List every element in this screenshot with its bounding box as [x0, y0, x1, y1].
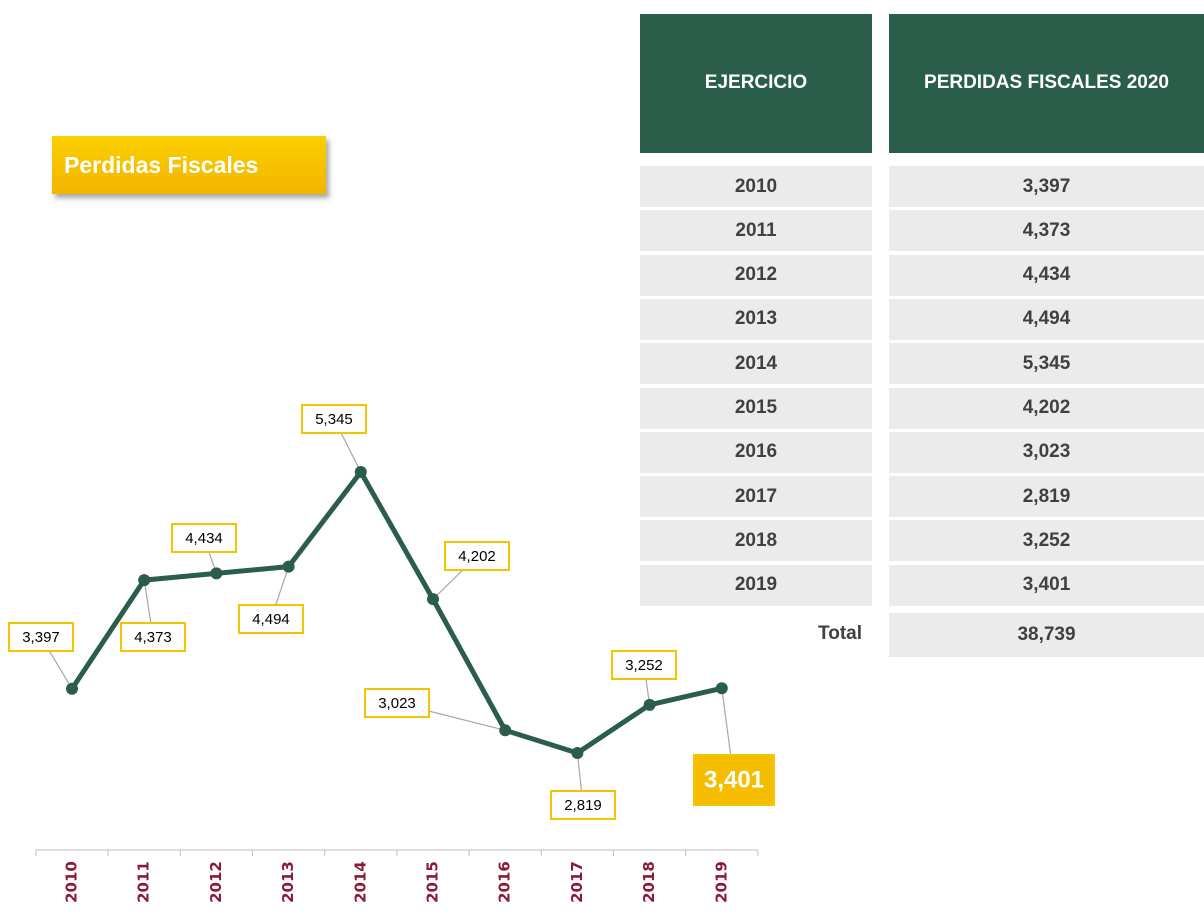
x-tick-label: 2012 [207, 861, 225, 903]
data-label-text: 5,345 [315, 411, 353, 428]
data-label-box [238, 604, 304, 634]
table-cell: 2016 [640, 431, 872, 473]
data-label-text: 3,397 [22, 629, 60, 646]
table-cell: 3,397 [889, 166, 1204, 207]
table-cell: 2010 [640, 166, 872, 207]
marker [715, 682, 728, 695]
data-label: 4,373 [120, 622, 186, 652]
table-cell: 2018 [640, 520, 872, 562]
data-label-text: 4,494 [252, 611, 290, 628]
marker [643, 698, 656, 711]
chart-badge: Perdidas Fiscales [52, 136, 326, 194]
data-label-box [550, 790, 616, 820]
data-label: 4,202 [444, 541, 510, 571]
data-label: 3,401 [693, 754, 775, 806]
table-header: PERDIDAS FISCALES 2020 [889, 14, 1204, 153]
table-total-label: Total [818, 622, 862, 644]
x-tick-label: 2015 [424, 861, 442, 903]
marker [571, 747, 584, 759]
data-label-text: 2,819 [564, 797, 602, 814]
x-tick-label: 2019 [712, 861, 730, 903]
marker [354, 466, 367, 478]
data-label-box [8, 622, 74, 652]
table-cell: 3,023 [889, 431, 1204, 473]
data-label-text: 3,252 [625, 657, 663, 674]
table-cell: 2015 [640, 387, 872, 429]
marker [282, 560, 295, 573]
x-tick-label: 2018 [640, 861, 658, 903]
data-label-text: 4,434 [185, 530, 223, 547]
data-label-text: 4,373 [134, 629, 172, 646]
data-label-text: 4,202 [458, 548, 496, 565]
data-label-box [171, 523, 237, 553]
table-cell: 2013 [640, 298, 872, 340]
table-header: EJERCICIO [640, 14, 872, 153]
line [69, 469, 723, 756]
marker [66, 682, 78, 695]
table-cell: 4,202 [889, 387, 1204, 429]
data-label: 4,434 [171, 523, 237, 553]
table-cell: 2017 [640, 476, 872, 518]
table-cell: 2014 [640, 343, 872, 385]
data-label: 3,252 [611, 650, 677, 680]
data-label-box [120, 622, 186, 652]
marker [138, 574, 151, 587]
table-cell: 4,494 [889, 298, 1204, 340]
table-cell: 5,345 [889, 343, 1204, 385]
marker [427, 593, 439, 606]
data-label-box [693, 754, 775, 806]
table-cell: 2012 [640, 254, 872, 296]
x-tick-label: 2011 [135, 861, 153, 903]
data-label-text: 3,401 [704, 766, 764, 793]
x-tick-label: 2016 [496, 861, 514, 903]
data-label: 4,494 [238, 604, 304, 634]
table-cell: 4,373 [889, 210, 1204, 252]
chart: 2010 2011 2012 2013 2014 2015 2016 2017 2018 2019… [8, 404, 775, 903]
table-cell: 2,819 [889, 476, 1204, 518]
marker [210, 567, 223, 580]
data-label-box [611, 650, 677, 680]
x-tick-label: 2010 [63, 861, 81, 903]
table-cell: 2019 [640, 564, 872, 606]
table-cell: 3,401 [889, 564, 1204, 606]
data-label: 3,023 [364, 688, 430, 718]
data-label-box [301, 404, 367, 434]
x-tick-label: 2017 [568, 861, 586, 903]
data-label-box [444, 541, 510, 571]
data-label-text: 3,023 [378, 695, 416, 712]
x-tick-label: 2013 [279, 861, 297, 903]
table-cell: 2011 [640, 210, 872, 252]
table-cell: 4,434 [889, 254, 1204, 296]
marker [499, 724, 512, 737]
data-label: 3,397 [8, 622, 74, 652]
data-label-box [364, 688, 430, 718]
table-total: 38,739 [889, 613, 1204, 657]
x-tick-label: 2014 [351, 861, 369, 903]
table-cell: 3,252 [889, 520, 1204, 562]
data-label: 5,345 [301, 404, 367, 434]
data-label: 2,819 [550, 790, 616, 820]
